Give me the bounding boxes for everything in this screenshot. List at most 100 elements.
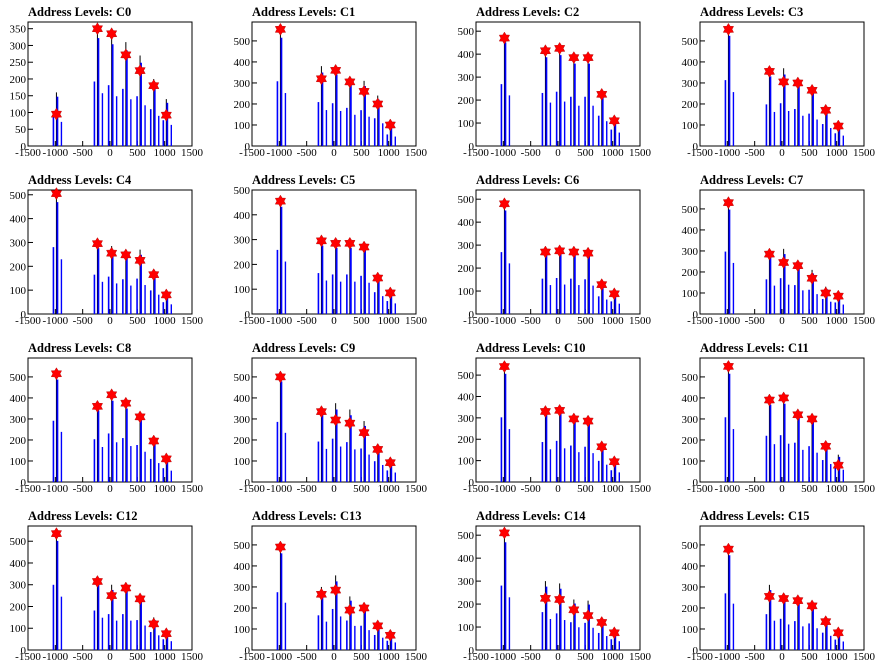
y-tick-label: 0	[245, 309, 251, 321]
peak-marker	[50, 107, 62, 121]
y-tick-label: 150	[10, 91, 27, 103]
x-tick-label: -1500	[463, 147, 489, 159]
x-tick-label: 1500	[405, 147, 428, 159]
plot-area: 0 100 200 300 400 500 -1500 -1000 -500 0 500 1000 15…	[458, 21, 652, 159]
x-tick-label: -500	[521, 147, 542, 159]
x-tick-label: 0	[555, 147, 561, 159]
peak-marker	[148, 268, 160, 282]
peak-marker	[792, 594, 804, 607]
y-tick-label: 0	[21, 141, 27, 153]
x-tick-label: 1500	[853, 483, 876, 495]
y-tick-label: 0	[693, 309, 699, 321]
x-tick-label: -1000	[266, 147, 292, 159]
x-tick-label: -500	[745, 483, 766, 495]
x-tick-label: -1000	[42, 483, 68, 495]
y-tick-label: 400	[682, 561, 699, 573]
x-tick-label: -1500	[463, 651, 489, 663]
y-tick-label: 200	[682, 267, 699, 279]
peak-marker	[358, 426, 370, 439]
peak-marker	[596, 616, 608, 629]
x-tick-label: 1500	[181, 483, 204, 495]
peak-marker	[50, 527, 62, 540]
peak-marker	[832, 458, 844, 472]
x-tick-label: -500	[521, 483, 542, 495]
y-tick-label: 0	[469, 477, 475, 489]
y-tick-label: 0	[245, 141, 251, 153]
x-tick-label: -1500	[239, 483, 265, 495]
y-tick-label: 400	[458, 217, 475, 229]
peak-marker	[820, 439, 832, 453]
x-tick-label: 1000	[378, 315, 401, 327]
peak-marker	[120, 248, 132, 262]
x-tick-label: -1500	[239, 147, 265, 159]
y-tick-label: 400	[458, 391, 475, 403]
y-tick-label: 400	[234, 210, 251, 222]
y-tick-label: 100	[682, 120, 699, 132]
x-tick-label: 1500	[629, 483, 652, 495]
x-tick-label: -500	[297, 147, 318, 159]
x-tick-label: 0	[555, 483, 561, 495]
peak-marker	[91, 237, 103, 251]
peak-marker	[806, 412, 818, 426]
peak-marker	[722, 542, 734, 556]
chart-title: Address Levels: C12	[28, 509, 138, 523]
x-tick-label: 1000	[826, 651, 849, 663]
y-tick-label: 400	[682, 57, 699, 69]
chart-panel-c4: Address Levels: C4 0 100 200 300 400 500 -1500-…	[0, 168, 224, 336]
x-tick-label: 500	[353, 483, 370, 495]
peak-marker	[554, 244, 566, 258]
y-tick-label: 300	[234, 78, 251, 90]
peak-marker	[832, 626, 844, 640]
peak-marker	[568, 603, 580, 617]
x-tick-label: 0	[779, 147, 785, 159]
peak-marker	[315, 405, 327, 418]
x-tick-label: 1000	[826, 483, 849, 495]
peak-marker	[372, 443, 384, 456]
x-tick-label: 1000	[602, 147, 625, 159]
y-tick-label: 500	[458, 26, 475, 38]
x-tick-label: 0	[555, 315, 561, 327]
x-tick-label: -1000	[266, 315, 292, 327]
x-tick-label: -500	[745, 651, 766, 663]
peak-marker	[372, 619, 384, 633]
y-tick-label: 100	[10, 456, 27, 468]
peak-marker	[106, 589, 118, 602]
plot-area: 0 100 200 300 400 500 -1500 -1000 -500 0 500 1000 15…	[458, 189, 652, 327]
peak-marker	[315, 234, 327, 248]
peak-marker	[554, 404, 566, 417]
peak-marker	[539, 405, 551, 418]
y-tick-label: 100	[682, 288, 699, 300]
x-tick-label: 1000	[826, 315, 849, 327]
plot-area: 0 100 200 300 400 500 -1500 -1000 -500 0 500 1000 15…	[234, 525, 428, 663]
peak-marker	[148, 617, 160, 631]
y-tick-label: 100	[458, 286, 475, 298]
y-tick-label: 200	[10, 435, 27, 447]
peak-marker	[568, 245, 580, 259]
y-tick-label: 0	[469, 309, 475, 321]
peak-marker	[778, 592, 790, 605]
y-tick-label: 0	[469, 645, 475, 657]
y-tick-label: 300	[682, 78, 699, 90]
x-tick-label: 0	[779, 651, 785, 663]
x-tick-label: -1000	[266, 651, 292, 663]
x-tick-label: 0	[107, 483, 113, 495]
chart-panel-c14: Address Levels: C14 0 100 200 300 400 500 -1500…	[448, 504, 672, 672]
y-tick-label: 400	[682, 225, 699, 237]
x-tick-label: 1500	[181, 147, 204, 159]
y-tick-label: 400	[234, 561, 251, 573]
peak-marker	[498, 31, 510, 45]
peak-marker	[608, 626, 620, 640]
x-tick-label: -500	[521, 651, 542, 663]
x-tick-label: 1500	[181, 315, 204, 327]
x-tick-label: 500	[801, 651, 818, 663]
x-tick-label: -1500	[239, 315, 265, 327]
y-tick-label: 500	[458, 370, 475, 382]
peak-marker	[792, 259, 804, 273]
peak-marker	[498, 526, 510, 540]
chart-panel-c8: Address Levels: C8 0 100 200 300 400 500 -1500-…	[0, 336, 224, 504]
x-tick-label: -1000	[490, 483, 516, 495]
plot-area: 0 100 200 300 400 500 -1500 -1000 -500 0 500 1000 15…	[682, 189, 876, 327]
peak-marker	[832, 119, 844, 133]
plot-area: 0 100 200 300 400 500 -1500 -1000 -500 0 500 1000 15…	[10, 187, 204, 327]
y-tick-label: 300	[10, 40, 27, 52]
